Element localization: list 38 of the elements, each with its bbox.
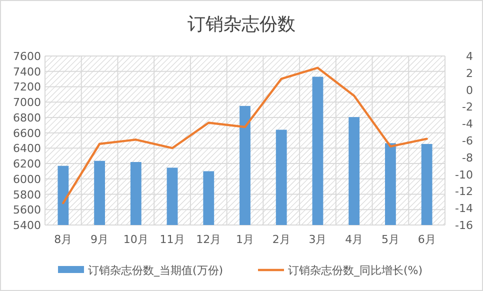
chart-title: 订销杂志份数: [188, 14, 296, 35]
x-tick-label: 6月: [418, 233, 436, 246]
y2-tick-label: 4: [466, 50, 473, 63]
x-tick-label: 4月: [345, 233, 364, 246]
y-tick-label: 7200: [13, 80, 41, 94]
y-tick-label: 5400: [13, 219, 41, 232]
y-tick-label: 5800: [13, 188, 41, 202]
x-tick-label: 5月: [381, 233, 400, 246]
y2-tick-label: 0: [466, 84, 473, 97]
y-tick-label: 7600: [13, 50, 41, 63]
legend-label: 订销杂志份数_同比增长(%): [288, 264, 423, 277]
y-tick-label: 6200: [13, 158, 41, 171]
x-tick-label: 10月: [123, 233, 148, 246]
x-tick-label: 9月: [90, 233, 109, 246]
line-series: [62, 66, 428, 204]
y2-tick-label: -4: [462, 118, 473, 131]
x-tick-label: 3月: [308, 233, 327, 246]
y2-tick-label: -14: [455, 202, 473, 216]
y-tick-label: 7000: [13, 96, 41, 110]
y-tick-label: 6600: [13, 126, 41, 140]
y2-tick-label: -2: [462, 100, 473, 114]
x-tick-label: 8月: [54, 233, 72, 246]
x-tick-label: 11月: [160, 233, 185, 246]
y-tick-label: 6800: [13, 111, 41, 124]
y2-tick-label: -16: [455, 219, 473, 232]
y2-tick-label: -8: [462, 151, 473, 164]
legend-label: 订销杂志份数_当期值(万份): [88, 264, 224, 277]
y2-tick-label: -6: [462, 134, 473, 148]
y2-tick-label: 2: [466, 66, 473, 80]
y-tick-label: 5600: [13, 204, 41, 217]
x-tick-label: 2月: [272, 233, 290, 246]
y-tick-label: 7400: [13, 65, 41, 78]
x-tick-label: 12月: [196, 233, 222, 246]
y-tick-label: 6000: [13, 172, 41, 186]
x-tick-label: 1月: [236, 233, 254, 246]
y2-tick-label: -12: [455, 185, 473, 198]
y2-tick-label: -10: [455, 168, 473, 182]
y-tick-label: 6400: [13, 142, 41, 156]
